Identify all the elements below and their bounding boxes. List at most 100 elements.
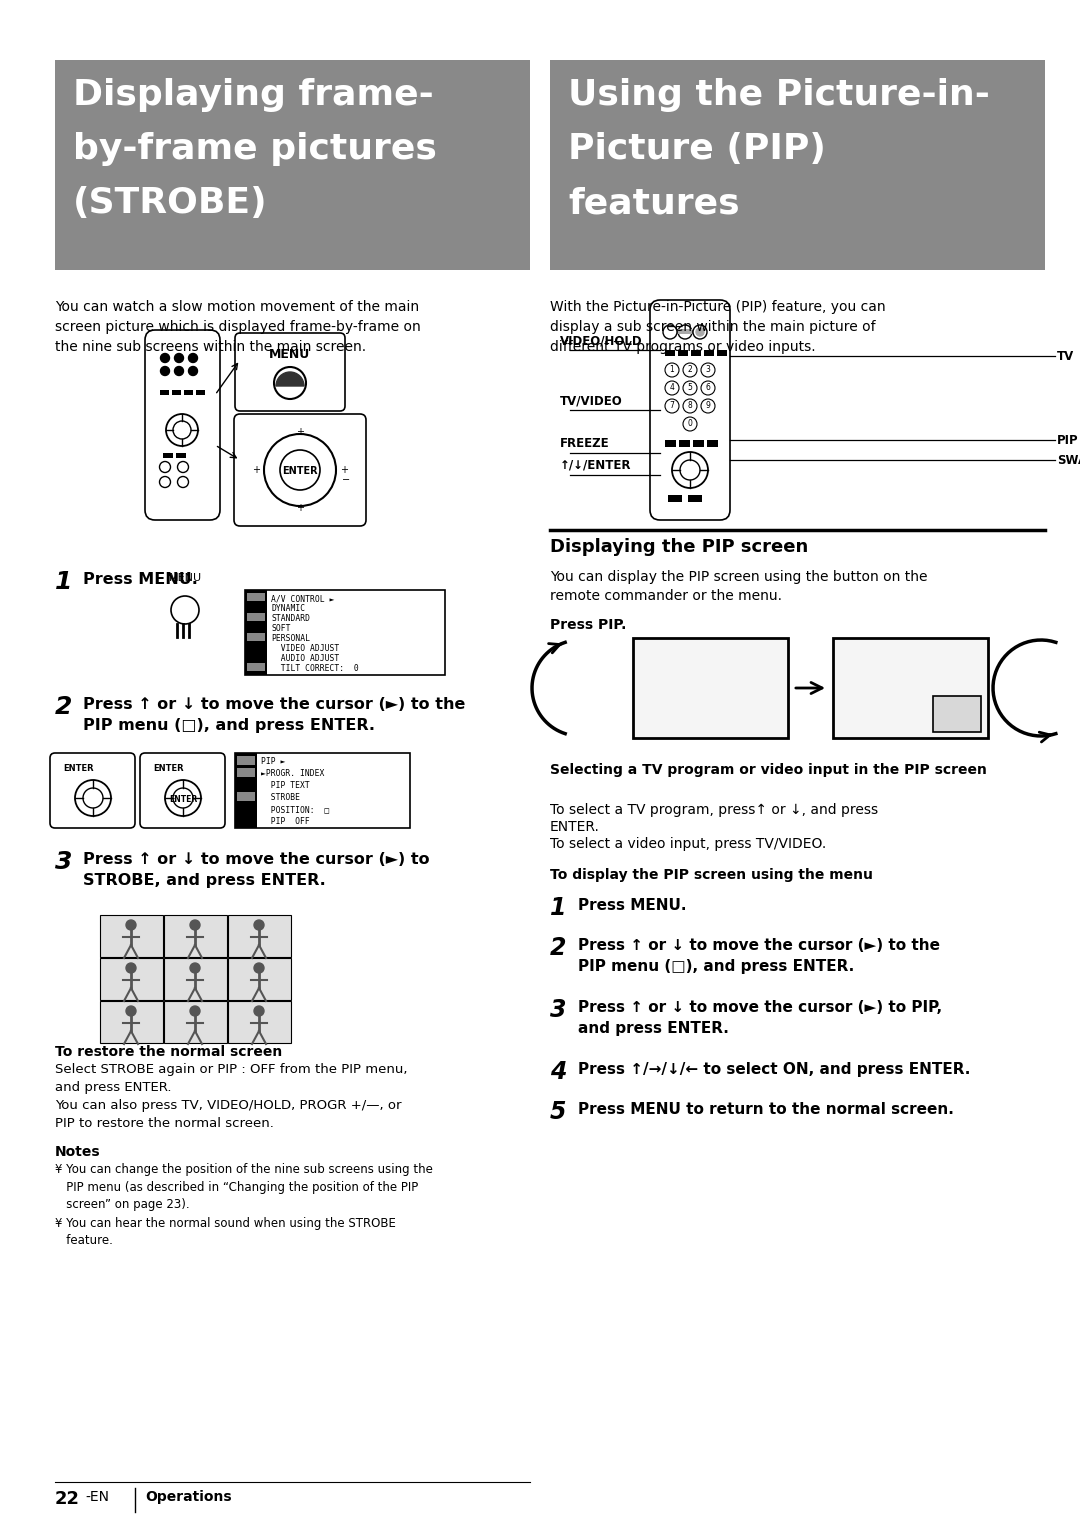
Text: Press MENU.: Press MENU. bbox=[83, 571, 198, 587]
Text: +: + bbox=[252, 465, 260, 475]
Text: To display the PIP screen using the menu: To display the PIP screen using the menu bbox=[550, 868, 873, 882]
FancyBboxPatch shape bbox=[235, 333, 345, 411]
FancyBboxPatch shape bbox=[184, 390, 193, 396]
Text: TV: TV bbox=[1057, 350, 1075, 362]
FancyBboxPatch shape bbox=[704, 350, 714, 356]
FancyBboxPatch shape bbox=[176, 452, 186, 458]
Text: ENTER: ENTER bbox=[168, 795, 198, 804]
Circle shape bbox=[696, 329, 704, 336]
Text: 5: 5 bbox=[550, 1100, 567, 1125]
FancyBboxPatch shape bbox=[669, 495, 681, 503]
FancyBboxPatch shape bbox=[228, 958, 291, 999]
FancyBboxPatch shape bbox=[665, 350, 675, 356]
Text: 1: 1 bbox=[670, 365, 674, 374]
Text: Press ↑ or ↓ to move the cursor (►) to PIP,
and press ENTER.: Press ↑ or ↓ to move the cursor (►) to P… bbox=[578, 999, 942, 1036]
Text: A/V CONTROL ►: A/V CONTROL ► bbox=[271, 594, 335, 604]
FancyBboxPatch shape bbox=[172, 390, 181, 396]
Text: Press ↑/→/↓/← to select ON, and press ENTER.: Press ↑/→/↓/← to select ON, and press EN… bbox=[578, 1062, 970, 1077]
Text: 2: 2 bbox=[55, 695, 72, 720]
FancyBboxPatch shape bbox=[100, 958, 163, 999]
Text: features: features bbox=[568, 186, 740, 220]
FancyBboxPatch shape bbox=[247, 633, 265, 642]
FancyBboxPatch shape bbox=[100, 915, 163, 957]
FancyBboxPatch shape bbox=[833, 639, 988, 738]
Text: Press ↑ or ↓ to move the cursor (►) to the
PIP menu (□), and press ENTER.: Press ↑ or ↓ to move the cursor (►) to t… bbox=[83, 697, 465, 733]
FancyBboxPatch shape bbox=[228, 915, 291, 957]
FancyBboxPatch shape bbox=[100, 1001, 163, 1044]
Text: 4: 4 bbox=[670, 384, 674, 393]
FancyBboxPatch shape bbox=[717, 350, 727, 356]
Text: MENU: MENU bbox=[269, 348, 311, 361]
Text: 3: 3 bbox=[550, 998, 567, 1022]
Text: Press MENU to return to the normal screen.: Press MENU to return to the normal scree… bbox=[578, 1102, 954, 1117]
Text: ►PROGR. INDEX: ►PROGR. INDEX bbox=[261, 769, 324, 778]
Text: by-frame pictures: by-frame pictures bbox=[73, 131, 437, 167]
Text: MENU: MENU bbox=[168, 573, 202, 584]
Circle shape bbox=[161, 353, 170, 362]
FancyBboxPatch shape bbox=[234, 414, 366, 526]
FancyBboxPatch shape bbox=[235, 753, 257, 828]
Circle shape bbox=[189, 353, 198, 362]
FancyBboxPatch shape bbox=[245, 590, 445, 675]
Text: 2: 2 bbox=[688, 365, 692, 374]
Text: Select STROBE again or PIP : OFF from the PIP menu,
and press ENTER.
You can als: Select STROBE again or PIP : OFF from th… bbox=[55, 1063, 407, 1131]
Text: Selecting a TV program or video input in the PIP screen: Selecting a TV program or video input in… bbox=[550, 762, 987, 778]
Text: FREEZE: FREEZE bbox=[561, 437, 609, 451]
FancyBboxPatch shape bbox=[633, 639, 788, 738]
FancyBboxPatch shape bbox=[237, 792, 255, 801]
FancyBboxPatch shape bbox=[163, 452, 173, 458]
Circle shape bbox=[175, 367, 184, 376]
FancyBboxPatch shape bbox=[678, 329, 692, 335]
Text: 4: 4 bbox=[550, 1060, 567, 1083]
Text: SOFT: SOFT bbox=[271, 623, 291, 633]
FancyBboxPatch shape bbox=[228, 1001, 291, 1044]
Text: Using the Picture-in-: Using the Picture-in- bbox=[568, 78, 990, 112]
Text: TILT CORRECT:  0: TILT CORRECT: 0 bbox=[271, 665, 359, 672]
Text: Displaying frame-: Displaying frame- bbox=[73, 78, 434, 112]
Circle shape bbox=[190, 1005, 200, 1016]
Text: PERSONAL: PERSONAL bbox=[271, 634, 310, 643]
FancyBboxPatch shape bbox=[688, 495, 702, 503]
Text: AUDIO ADJUST: AUDIO ADJUST bbox=[271, 654, 339, 663]
FancyBboxPatch shape bbox=[235, 753, 410, 828]
Text: 5: 5 bbox=[688, 384, 692, 393]
Text: 0: 0 bbox=[688, 420, 692, 428]
Text: Press MENU.: Press MENU. bbox=[578, 898, 687, 914]
FancyBboxPatch shape bbox=[55, 60, 530, 270]
Circle shape bbox=[175, 353, 184, 362]
Text: VIDEO/HOLD: VIDEO/HOLD bbox=[561, 335, 643, 347]
Text: +: + bbox=[340, 465, 348, 475]
FancyBboxPatch shape bbox=[140, 753, 225, 828]
FancyBboxPatch shape bbox=[693, 440, 704, 448]
Text: SWAP: SWAP bbox=[1057, 454, 1080, 466]
Text: VIDEO ADJUST: VIDEO ADJUST bbox=[271, 643, 339, 652]
Text: Press ↑ or ↓ to move the cursor (►) to the
PIP menu (□), and press ENTER.: Press ↑ or ↓ to move the cursor (►) to t… bbox=[578, 938, 940, 973]
Text: 1: 1 bbox=[55, 570, 72, 594]
Text: Displaying the PIP screen: Displaying the PIP screen bbox=[550, 538, 808, 556]
Text: STROBE: STROBE bbox=[261, 793, 300, 802]
FancyBboxPatch shape bbox=[237, 769, 255, 778]
FancyBboxPatch shape bbox=[160, 390, 168, 396]
Text: ENTER: ENTER bbox=[282, 466, 318, 477]
Circle shape bbox=[254, 963, 264, 973]
Text: ENTER.: ENTER. bbox=[550, 821, 599, 834]
Text: −: − bbox=[342, 475, 350, 484]
Circle shape bbox=[126, 963, 136, 973]
Text: PIP: PIP bbox=[1057, 434, 1079, 446]
Text: (STROBE): (STROBE) bbox=[73, 186, 268, 220]
Wedge shape bbox=[276, 371, 303, 387]
Text: 6: 6 bbox=[705, 384, 711, 393]
FancyBboxPatch shape bbox=[650, 299, 730, 520]
Circle shape bbox=[254, 920, 264, 931]
Text: -EN: -EN bbox=[85, 1490, 109, 1504]
Text: To restore the normal screen: To restore the normal screen bbox=[55, 1045, 282, 1059]
FancyBboxPatch shape bbox=[691, 350, 701, 356]
Text: +: + bbox=[296, 503, 303, 513]
FancyBboxPatch shape bbox=[550, 60, 1045, 270]
FancyBboxPatch shape bbox=[145, 330, 220, 520]
FancyBboxPatch shape bbox=[665, 440, 676, 448]
Text: 7: 7 bbox=[670, 402, 674, 411]
FancyBboxPatch shape bbox=[164, 915, 227, 957]
Text: POSITION:  □: POSITION: □ bbox=[261, 805, 329, 814]
FancyBboxPatch shape bbox=[164, 958, 227, 999]
